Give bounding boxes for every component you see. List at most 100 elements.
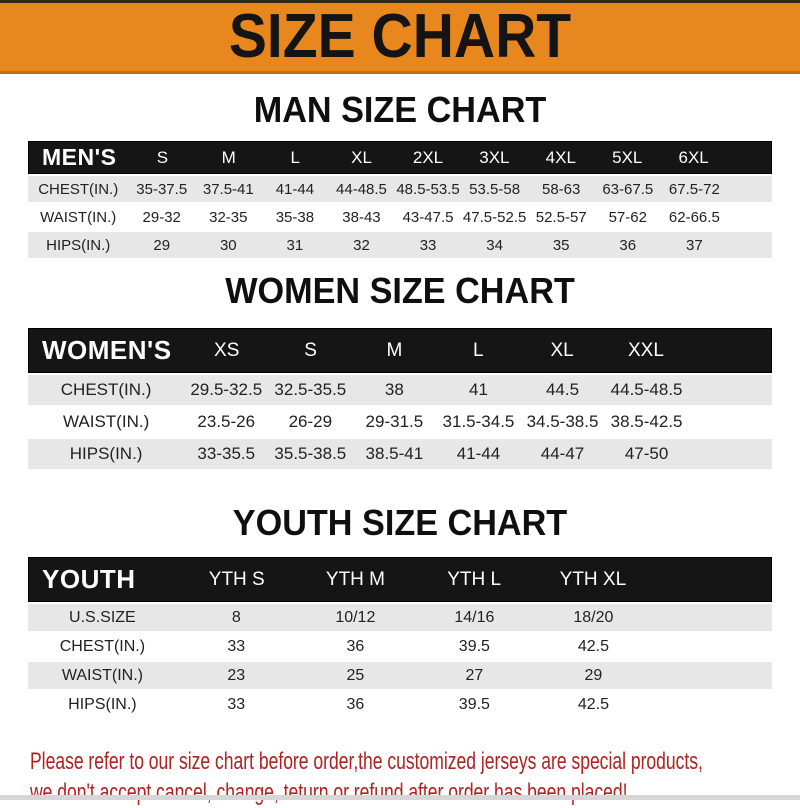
table-header-row: YOUTH YTH S YTH M YTH L YTH XL — [28, 557, 772, 602]
column-header: XL — [550, 339, 574, 361]
cell-value: 36 — [346, 695, 365, 713]
table-header-label: YOUTH — [42, 564, 136, 594]
row-label: HIPS(IN.) — [69, 444, 143, 463]
cell-value: 38.5-41 — [365, 444, 424, 463]
cell-value: 58-63 — [542, 180, 581, 198]
bottom-edge-divider — [0, 795, 800, 800]
cell-value: 34.5-38.5 — [526, 412, 599, 431]
cell-value: 39.5 — [458, 637, 490, 655]
table-row: CHEST(IN.) 29.5-32.5 32.5-35.5 38 41 44.5 44.5… — [28, 375, 772, 405]
cell-value: 63-67.5 — [602, 180, 654, 198]
row-label: CHEST(IN.) — [59, 637, 146, 655]
cell-value: 32-35 — [209, 208, 248, 226]
row-label: U.S.SIZE — [69, 608, 136, 626]
table-header-label: MEN'S — [42, 144, 117, 170]
cell-value: 35 — [552, 236, 570, 254]
women-size-table: WOMEN'S XS S M L XL XXL CHEST(IN.) 29.5-32.5 32.5… — [28, 328, 772, 469]
column-header: 5XL — [612, 147, 643, 167]
cell-value: 38 — [384, 380, 404, 399]
banner: SIZE CHART — [0, 0, 800, 74]
table-row: CHEST(IN.) 33 36 39.5 42.5 — [28, 633, 772, 660]
cell-value: 62-66.5 — [668, 208, 720, 226]
table-header-row: WOMEN'S XS S M L XL XXL — [28, 328, 772, 373]
disclaimer-note: Please refer to our size chart before or… — [30, 746, 800, 808]
youth-size-chart-heading-text: YOUTH SIZE CHART — [232, 502, 568, 543]
table-header-row: MEN'S S M L XL 2XL 3XL 4XL 5XL 6XL — [28, 141, 772, 174]
cell-value: 29-31.5 — [365, 412, 424, 431]
cell-value: 37.5-41 — [202, 180, 254, 198]
row-label: WAIST(IN.) — [62, 412, 150, 431]
row-label: WAIST(IN.) — [61, 666, 143, 684]
column-header: 6XL — [678, 147, 709, 167]
cell-value: 10/12 — [335, 608, 376, 626]
table-header-label: WOMEN'S — [42, 335, 172, 365]
row-label: CHEST(IN.) — [60, 380, 152, 399]
cell-value: 41 — [468, 380, 488, 399]
cell-value: 44-47 — [540, 444, 585, 463]
cell-value: 29.5-32.5 — [190, 380, 263, 399]
cell-value: 52.5-57 — [535, 208, 587, 226]
column-header: 4XL — [545, 147, 576, 167]
cell-value: 41-44 — [456, 444, 501, 463]
cell-value: 23.5-26 — [197, 412, 256, 431]
cell-value: 47-50 — [624, 444, 669, 463]
cell-value: 27 — [465, 666, 484, 684]
cell-value: 33 — [227, 637, 246, 655]
cell-value: 41-44 — [275, 180, 315, 198]
table-row: CHEST(IN.) 35-37.5 37.5-41 41-44 44-48.5 48.5… — [28, 176, 772, 202]
cell-value: 67.5-72 — [668, 180, 720, 198]
cell-value: 36 — [346, 637, 365, 655]
cell-value: 34 — [486, 236, 503, 254]
column-header: YTH M — [325, 568, 386, 590]
column-header: YTH S — [208, 568, 265, 590]
cell-value: 32.5-35.5 — [274, 380, 347, 399]
cell-value: 31.5-34.5 — [442, 412, 515, 431]
cell-value: 35.5-38.5 — [274, 444, 347, 463]
man-size-chart-heading-text: MAN SIZE CHART — [253, 89, 547, 130]
women-size-chart-heading-text: WOMEN SIZE CHART — [225, 270, 575, 311]
cell-value: 42.5 — [577, 695, 609, 713]
column-header: XS — [214, 339, 240, 361]
cell-value: 32 — [353, 236, 370, 254]
table-row: U.S.SIZE 8 10/12 14/16 18/20 — [28, 604, 772, 631]
cell-value: 33-35.5 — [197, 444, 256, 463]
cell-value: 47.5-52.5 — [462, 208, 527, 226]
cell-value: 31 — [286, 236, 304, 254]
column-header: S — [304, 339, 317, 361]
column-header: L — [290, 147, 300, 167]
cell-value: 38-43 — [342, 208, 381, 226]
table-row: HIPS(IN.) 29 30 31 32 33 34 35 36 37 — [28, 232, 772, 258]
cell-value: 44.5 — [545, 380, 580, 399]
cell-value: 26-29 — [288, 412, 333, 431]
cell-value: 44.5-48.5 — [610, 380, 683, 399]
table-row: HIPS(IN.) 33-35.5 35.5-38.5 38.5-41 41-44 44-… — [28, 439, 772, 469]
row-label: WAIST(IN.) — [40, 208, 117, 226]
column-header: YTH L — [447, 568, 502, 590]
cell-value: 29 — [584, 666, 603, 684]
page-title: SIZE CHART — [228, 2, 572, 71]
cell-value: 25 — [346, 666, 365, 684]
cell-value: 29 — [153, 236, 171, 254]
cell-value: 38.5-42.5 — [610, 412, 683, 431]
row-label: HIPS(IN.) — [68, 695, 137, 713]
men-size-table: MEN'S S M L XL 2XL 3XL 4XL 5XL 6XL CHEST(IN.) 35-37… — [28, 141, 772, 258]
man-size-chart-section: MAN SIZE CHART MEN'S S M L XL 2XL 3XL 4XL 5XL 6XL… — [0, 89, 800, 258]
youth-size-table: YOUTH YTH S YTH M YTH L YTH XL U.S.SIZE 8 10/12… — [28, 557, 772, 718]
cell-value: 35-38 — [275, 208, 315, 226]
cell-value: 23 — [227, 666, 246, 684]
cell-value: 8 — [231, 608, 241, 626]
column-header: M — [221, 147, 236, 167]
cell-value: 36 — [619, 236, 637, 254]
man-size-chart-heading: MAN SIZE CHART — [0, 89, 800, 131]
row-label: HIPS(IN.) — [46, 236, 111, 254]
table-row: WAIST(IN.) 23.5-26 26-29 29-31.5 31.5-34.5 34… — [28, 407, 772, 437]
table-row: WAIST(IN.) 29-32 32-35 35-38 38-43 43-47.5 47.… — [28, 204, 772, 230]
cell-value: 18/20 — [573, 608, 614, 626]
cell-value: 53.5-58 — [469, 180, 521, 198]
cell-value: 30 — [219, 236, 237, 254]
cell-value: 44-48.5 — [336, 180, 387, 198]
table-row: WAIST(IN.) 23 25 27 29 — [28, 662, 772, 689]
column-header: 2XL — [412, 147, 444, 167]
column-header: YTH XL — [559, 568, 627, 590]
